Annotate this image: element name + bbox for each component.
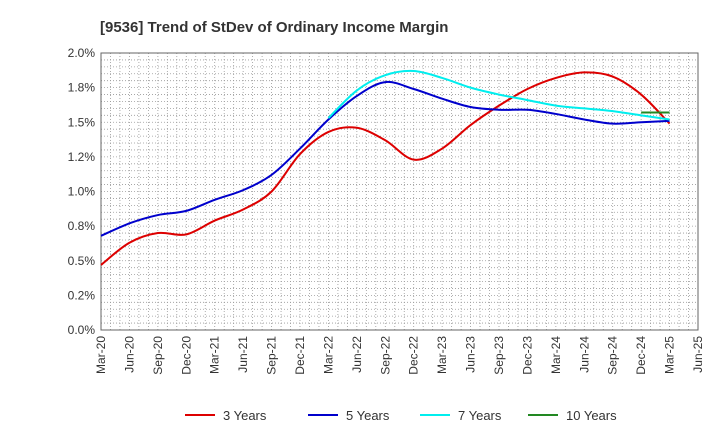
plot-border — [100, 52, 699, 331]
legend-label-10-years: 10 Years — [566, 408, 617, 423]
legend-label-3-years: 3 Years — [223, 408, 267, 423]
legend-label-7-years: 7 Years — [458, 408, 502, 423]
y-tick-label: 1.5% — [68, 115, 96, 129]
x-tick-label: Dec-21 — [293, 336, 307, 375]
x-tick-label: Sep-22 — [378, 336, 392, 375]
x-tick-label: Sep-21 — [265, 336, 279, 375]
x-tick-label: Jun-23 — [464, 336, 478, 373]
y-tick-label: 1.2% — [68, 150, 96, 164]
x-tick-label: Dec-20 — [179, 336, 193, 375]
x-tick-label: Mar-21 — [208, 336, 222, 374]
x-tick-label: Sep-24 — [606, 336, 620, 375]
x-tick-label: Dec-24 — [634, 336, 648, 375]
series-line-5-years — [100, 80, 670, 237]
series-line-3-years — [100, 71, 671, 266]
x-tick-label: Mar-23 — [435, 336, 449, 374]
x-tick-label: Mar-22 — [321, 336, 335, 374]
x-tick-label: Jun-25 — [691, 336, 705, 373]
y-tick-label: 2.0% — [68, 46, 96, 60]
legend: 3 Years 5 Years 7 Years 10 Years — [185, 408, 617, 423]
axes — [100, 52, 699, 331]
x-tick-label: Dec-22 — [407, 336, 421, 375]
x-axis-ticks: Mar-20 Jun-20 Sep-20 Dec-20 Mar-21 Jun-21 Sep-… — [94, 336, 705, 375]
x-tick-label: Sep-20 — [151, 336, 165, 375]
x-tick-label: Mar-20 — [94, 336, 108, 374]
x-tick-label: Jun-24 — [577, 336, 591, 373]
chart-title: [9536] Trend of StDev of Ordinary Income… — [100, 19, 448, 36]
y-tick-label: 0.2% — [68, 288, 96, 302]
x-tick-label: Dec-23 — [520, 336, 534, 375]
series-line-7-years — [327, 69, 670, 121]
x-tick-label: Jun-21 — [236, 336, 250, 373]
x-tick-label: Jun-20 — [122, 336, 136, 373]
y-tick-label: 0.5% — [68, 254, 96, 268]
y-tick-label: 1.0% — [68, 185, 96, 199]
y-axis-ticks: 0.0% 0.2% 0.5% 0.8% 1.0% 1.2% 1.5% 1.8% 2.0% — [68, 46, 96, 337]
y-tick-label: 1.8% — [68, 81, 96, 95]
x-tick-label: Mar-25 — [663, 336, 677, 374]
x-tick-label: Mar-24 — [549, 336, 563, 374]
x-tick-label: Jun-22 — [350, 336, 364, 373]
y-tick-label: 0.8% — [68, 219, 96, 233]
y-tick-label: 0.0% — [68, 323, 96, 337]
x-tick-label: Sep-23 — [492, 336, 506, 375]
legend-label-5-years: 5 Years — [346, 408, 390, 423]
series-group — [100, 69, 671, 266]
